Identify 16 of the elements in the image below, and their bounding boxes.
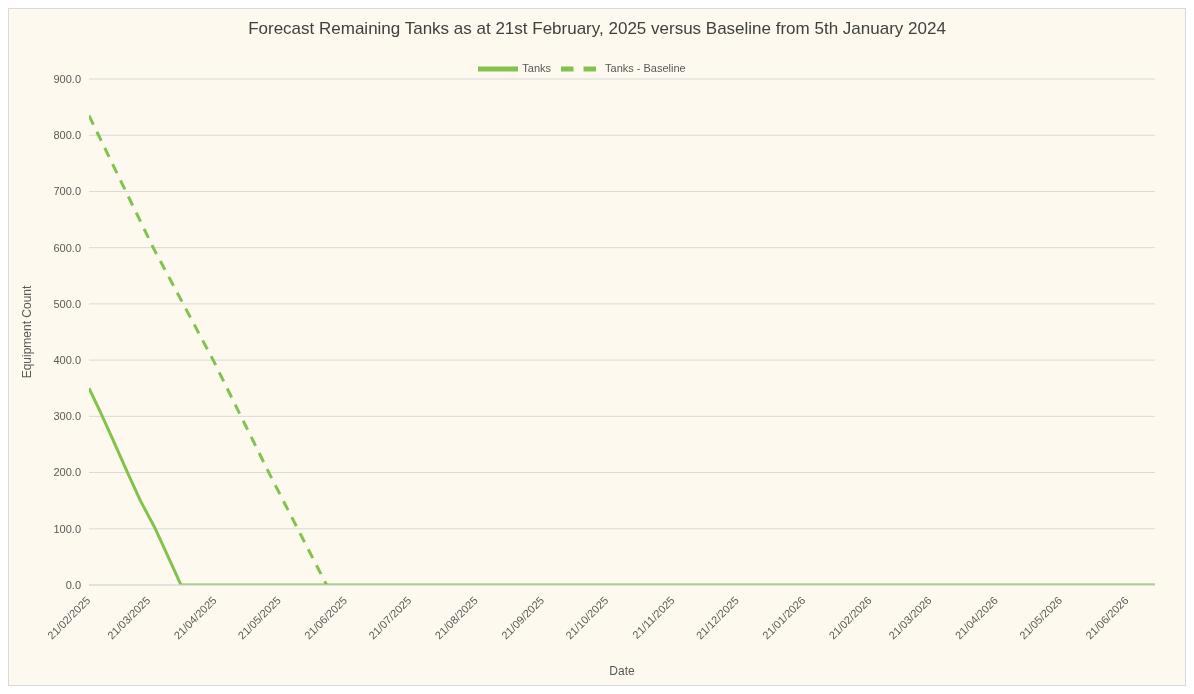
legend-label: Tanks - Baseline [605,61,686,74]
y-tick-label: 200.0 [53,466,81,479]
y-axis-title: Equipment Count [20,284,35,379]
y-tick-label: 700.0 [53,185,81,198]
y-tick-label: 0.0 [65,578,81,591]
legend-label: Tanks [522,61,552,74]
y-tick-label: 300.0 [53,410,81,423]
chart-title: Forecast Remaining Tanks as at 21st February, 2025 versus Baseline from 5th January 2024 [247,18,947,40]
y-tick-label: 600.0 [53,241,81,254]
y-tick-label: 400.0 [53,354,81,367]
y-tick-label: 800.0 [53,129,81,142]
y-tick-label: 900.0 [53,72,81,85]
y-tick-label: 500.0 [53,297,81,310]
x-axis-title: Date [609,664,635,678]
y-tick-label: 100.0 [53,522,81,535]
line-series [89,114,329,585]
